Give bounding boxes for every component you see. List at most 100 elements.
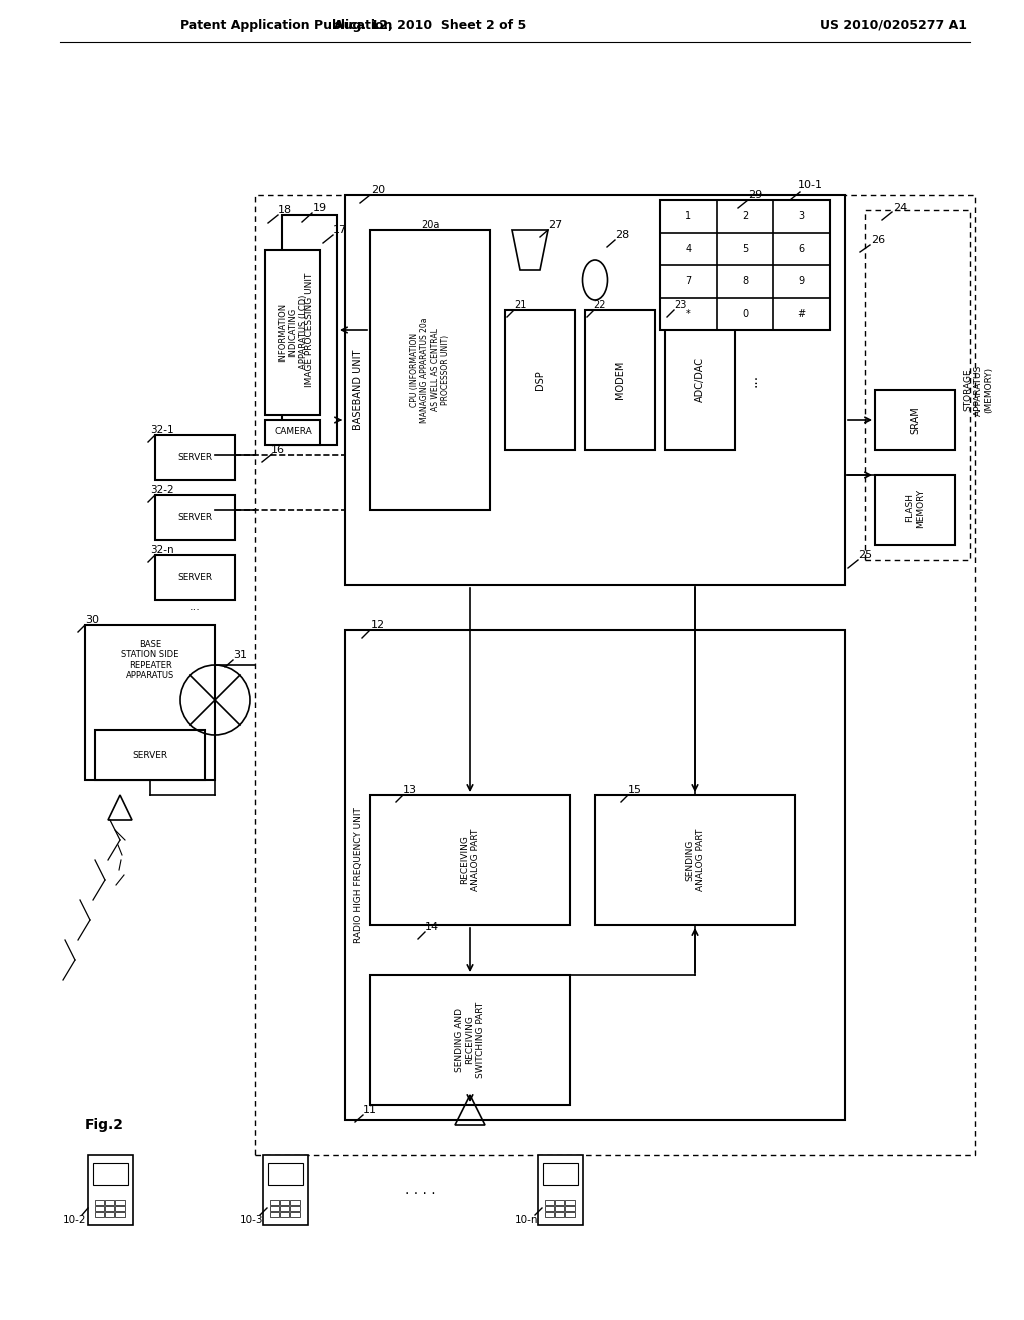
Text: 29: 29 [748,190,762,201]
FancyBboxPatch shape [265,249,319,414]
FancyBboxPatch shape [595,795,795,925]
FancyBboxPatch shape [555,1200,564,1205]
FancyBboxPatch shape [94,1206,103,1210]
FancyBboxPatch shape [104,1212,114,1217]
Text: 25: 25 [858,550,872,560]
FancyBboxPatch shape [115,1212,125,1217]
Text: *: * [686,309,691,318]
Text: Fig.2: Fig.2 [85,1118,124,1133]
Text: CAMERA: CAMERA [274,428,312,437]
Text: 27: 27 [548,220,562,230]
Text: 32-1: 32-1 [151,425,174,436]
Text: BASE
STATION SIDE
REPEATER
APPARATUS: BASE STATION SIDE REPEATER APPARATUS [121,640,178,680]
Text: 10-2: 10-2 [63,1214,87,1225]
Text: 5: 5 [741,244,749,253]
FancyBboxPatch shape [94,1200,103,1205]
Text: BASEBAND UNIT: BASEBAND UNIT [353,350,362,430]
FancyBboxPatch shape [155,554,234,601]
Text: 15: 15 [628,785,642,795]
Text: 11: 11 [362,1105,377,1115]
FancyBboxPatch shape [370,975,570,1105]
Text: INFORMATION
INDICATING
APPARATUS (LCD): INFORMATION INDICATING APPARATUS (LCD) [279,294,308,370]
Text: 1: 1 [685,211,691,222]
Text: 20a: 20a [421,220,439,230]
Text: 31: 31 [233,649,247,660]
Text: RADIO HIGH FREQUENCY UNIT: RADIO HIGH FREQUENCY UNIT [353,807,362,942]
Text: 22: 22 [594,300,606,310]
Text: SENDING AND
RECEIVING
SWITCHING PART: SENDING AND RECEIVING SWITCHING PART [455,1002,485,1078]
Text: 32-n: 32-n [151,545,174,554]
Text: 16: 16 [271,445,285,455]
FancyBboxPatch shape [555,1206,564,1210]
FancyBboxPatch shape [280,1200,289,1205]
Text: 17: 17 [333,224,347,235]
Text: 10-3: 10-3 [241,1214,264,1225]
Text: SERVER: SERVER [177,453,213,462]
FancyBboxPatch shape [345,630,845,1119]
FancyBboxPatch shape [345,195,845,585]
FancyBboxPatch shape [87,1155,132,1225]
Text: 24: 24 [893,203,907,213]
Text: IMAGE PROCESSING UNIT: IMAGE PROCESSING UNIT [305,273,314,387]
FancyBboxPatch shape [255,195,975,1155]
FancyBboxPatch shape [262,1155,307,1225]
FancyBboxPatch shape [290,1200,299,1205]
FancyBboxPatch shape [290,1212,299,1217]
FancyBboxPatch shape [115,1200,125,1205]
FancyBboxPatch shape [265,420,319,445]
Text: SERVER: SERVER [177,573,213,582]
Text: SERVER: SERVER [177,512,213,521]
FancyBboxPatch shape [115,1206,125,1210]
FancyBboxPatch shape [545,1206,554,1210]
Text: ...: ... [745,374,759,387]
Text: 3: 3 [799,211,805,222]
Text: 6: 6 [799,244,805,253]
Text: 21: 21 [514,300,526,310]
Text: 2: 2 [741,211,749,222]
Text: STORAGE
APPARATUS
(MEMORY): STORAGE APPARATUS (MEMORY) [964,364,993,416]
Text: 12: 12 [371,620,385,630]
Text: 26: 26 [871,235,885,246]
Text: ...: ... [189,602,201,612]
Text: 10-1: 10-1 [798,180,822,190]
Text: 10-n: 10-n [515,1214,539,1225]
FancyBboxPatch shape [555,1212,564,1217]
Text: DSP: DSP [535,370,545,389]
Text: Aug. 12, 2010  Sheet 2 of 5: Aug. 12, 2010 Sheet 2 of 5 [334,18,526,32]
Text: CPU (INFORMATION
MANAGING APPARATUS 20a
AS WELL AS CENTRAL
PROCESSOR UNIT): CPU (INFORMATION MANAGING APPARATUS 20a … [410,317,451,422]
FancyBboxPatch shape [565,1206,574,1210]
Text: MODEM: MODEM [615,360,625,399]
FancyBboxPatch shape [155,436,234,480]
Text: 20: 20 [371,185,385,195]
FancyBboxPatch shape [155,495,234,540]
FancyBboxPatch shape [280,1206,289,1210]
Text: ADC/DAC: ADC/DAC [695,358,705,403]
Text: RECEIVING
ANALOG PART: RECEIVING ANALOG PART [461,829,479,891]
Text: 18: 18 [278,205,292,215]
Text: . . . .: . . . . [404,1183,435,1197]
FancyBboxPatch shape [280,1212,289,1217]
FancyBboxPatch shape [565,1212,574,1217]
FancyBboxPatch shape [660,201,830,330]
Text: 9: 9 [799,276,805,286]
Text: 32-2: 32-2 [151,484,174,495]
FancyBboxPatch shape [269,1212,279,1217]
Text: 19: 19 [313,203,327,213]
Text: #: # [798,309,806,318]
FancyBboxPatch shape [92,1163,128,1185]
Text: 7: 7 [685,276,691,286]
Text: Patent Application Publication: Patent Application Publication [180,18,392,32]
Text: SRAM: SRAM [910,407,920,434]
FancyBboxPatch shape [505,310,575,450]
FancyBboxPatch shape [370,795,570,925]
FancyBboxPatch shape [85,624,215,780]
Text: 13: 13 [403,785,417,795]
Text: SERVER: SERVER [132,751,168,759]
Text: 8: 8 [742,276,749,286]
FancyBboxPatch shape [545,1200,554,1205]
FancyBboxPatch shape [565,1200,574,1205]
FancyBboxPatch shape [874,475,955,545]
Text: 0: 0 [742,309,749,318]
Text: SENDING
ANALOG PART: SENDING ANALOG PART [685,829,705,891]
FancyBboxPatch shape [94,1212,103,1217]
